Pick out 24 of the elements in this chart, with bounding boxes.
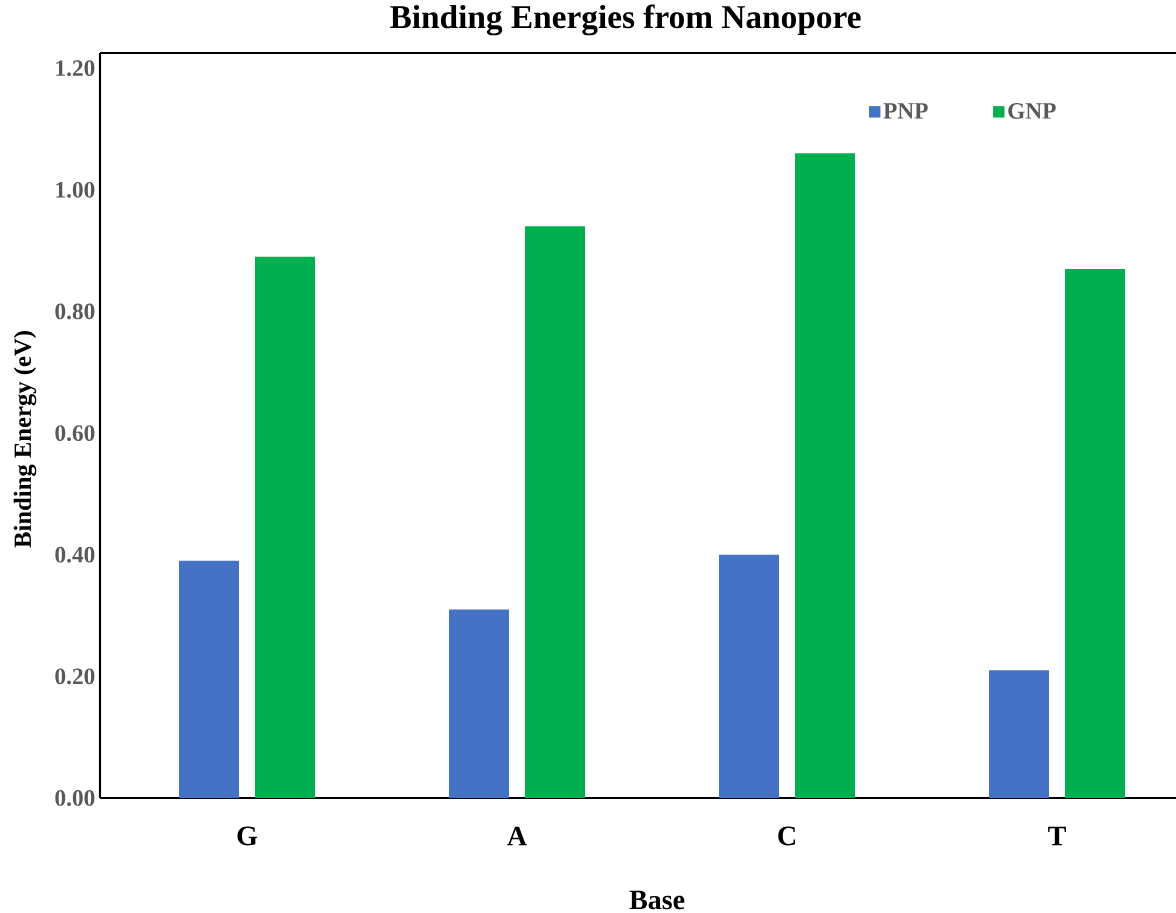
chart-title: Binding Energies from Nanopore	[390, 4, 861, 36]
bar	[179, 560, 239, 798]
bar	[255, 256, 316, 798]
bar	[1065, 268, 1126, 798]
x-tick-label: T	[1048, 826, 1066, 846]
y-axis-title: Binding Energy (eV)	[13, 331, 37, 548]
bar	[989, 670, 1050, 798]
y-tick-label: 0.80	[55, 303, 95, 320]
x-tick-label: C	[778, 826, 795, 846]
y-tick-label: 0.00	[55, 790, 95, 806]
x-tick-label: A	[507, 826, 527, 846]
y-tick-label: 1.20	[56, 60, 95, 77]
bar	[795, 153, 856, 798]
bar	[449, 609, 510, 798]
y-tick-label: 0.60	[55, 425, 95, 442]
bar	[719, 554, 780, 798]
legend-label: PNP	[883, 103, 928, 119]
x-axis-title: Base	[629, 890, 685, 910]
y-tick-label: 1.00	[56, 181, 95, 198]
bar	[525, 226, 586, 798]
y-tick-label: 0.20	[55, 668, 95, 685]
legend-label: GNP	[1008, 103, 1056, 119]
x-tick-label: G	[237, 826, 258, 846]
y-tick-label: 0.40	[55, 546, 95, 563]
